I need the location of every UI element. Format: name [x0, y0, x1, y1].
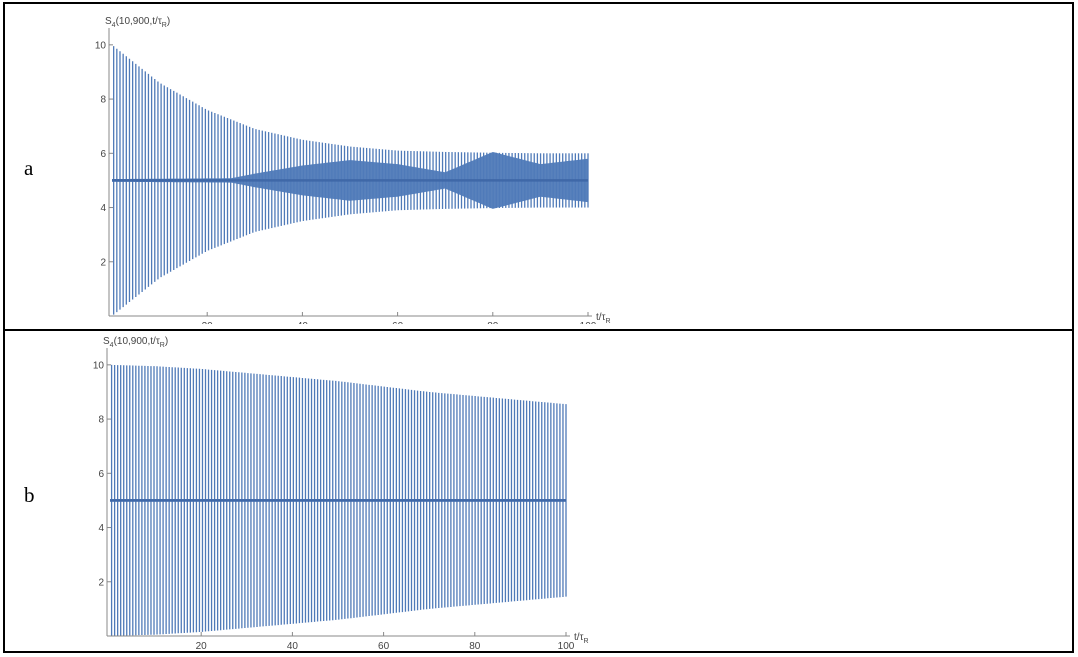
x-tick-label: 80: [487, 321, 499, 324]
x-axis-label: t/τR: [574, 632, 589, 645]
chart-a: 2 4 6 8 10 20 40 60 80 100 S4(10,900,t/τR) t/τR: [95, 16, 611, 324]
panel-label-a: a: [24, 156, 34, 180]
x-tick-label: 60: [392, 321, 404, 324]
x-tick-label: 100: [580, 321, 597, 324]
signal-series: [110, 364, 567, 636]
x-axis-label: t/τR: [596, 312, 611, 324]
y-tick-label: 4: [98, 523, 104, 534]
x-tick-label: 40: [297, 321, 309, 324]
y-axis-label: S4(10,900,t/τR): [105, 16, 170, 29]
x-tick-label: 60: [378, 641, 390, 650]
x-tick-label: 20: [202, 321, 214, 324]
y-tick-label: 10: [93, 360, 105, 371]
y-tick-label: 10: [95, 40, 107, 51]
y-tick-label: 4: [100, 203, 106, 214]
chart-b: 2 4 6 8 10 20 40 60 80 100 S4(10,900,t/τR) t/τR: [93, 336, 589, 650]
x-tick-label: 80: [469, 641, 481, 650]
row-divider: [5, 329, 1072, 331]
y-tick-label: 2: [100, 257, 106, 268]
x-tick-label: 100: [558, 641, 575, 650]
y-axis-label: S4(10,900,t/τR): [103, 336, 168, 349]
panel-label-b: b: [24, 483, 35, 507]
y-tick-label: 2: [98, 577, 104, 588]
y-tick-label: 6: [100, 149, 106, 160]
x-tick-label: 40: [287, 641, 299, 650]
figure-table: [3, 2, 1074, 653]
y-tick-label: 8: [98, 415, 104, 426]
signal-series: [112, 46, 589, 315]
y-tick-label: 6: [98, 469, 104, 480]
y-tick-label: 8: [100, 95, 106, 106]
x-tick-label: 20: [196, 641, 208, 650]
